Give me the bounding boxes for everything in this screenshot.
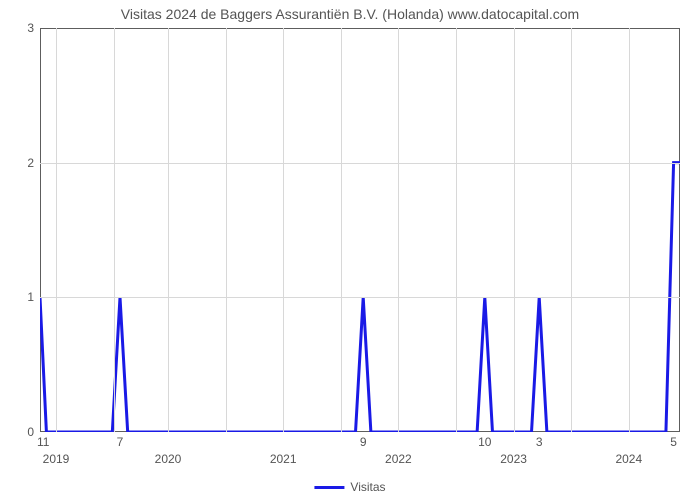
y-tick-label: 2 <box>27 156 34 170</box>
gridline-v <box>226 28 227 432</box>
y-tick-label: 0 <box>27 425 34 439</box>
gridline-v <box>168 28 169 432</box>
x-tick-label: 2021 <box>270 452 297 466</box>
gridline-v <box>283 28 284 432</box>
plot-area: 012320192020202120222023202411791035 <box>40 28 680 432</box>
x-tick-label: 2019 <box>43 452 70 466</box>
gridline-v <box>56 28 57 432</box>
series-value-label: 5 <box>670 435 677 449</box>
gridline-v <box>341 28 342 432</box>
series-value-label: 3 <box>536 435 543 449</box>
gridline-v <box>114 28 115 432</box>
gridline-v <box>571 28 572 432</box>
series-line <box>40 28 680 432</box>
y-tick-label: 1 <box>27 290 34 304</box>
series-value-label: 10 <box>478 435 491 449</box>
gridline-h <box>40 163 680 164</box>
y-tick-label: 3 <box>27 21 34 35</box>
x-tick-label: 2020 <box>155 452 182 466</box>
legend: Visitas <box>314 480 385 494</box>
series-value-label: 11 <box>37 435 49 449</box>
legend-label: Visitas <box>350 480 385 494</box>
series-value-label: 7 <box>117 435 124 449</box>
series-value-label: 9 <box>360 435 367 449</box>
gridline-v <box>456 28 457 432</box>
chart-container: Visitas 2024 de Baggers Assurantiën B.V.… <box>0 0 700 500</box>
x-tick-label: 2022 <box>385 452 412 466</box>
gridline-v <box>514 28 515 432</box>
gridline-h <box>40 297 680 298</box>
legend-swatch <box>314 486 344 489</box>
gridline-v <box>398 28 399 432</box>
gridline-v <box>629 28 630 432</box>
x-tick-label: 2023 <box>500 452 527 466</box>
x-tick-label: 2024 <box>615 452 642 466</box>
chart-title: Visitas 2024 de Baggers Assurantiën B.V.… <box>0 6 700 22</box>
